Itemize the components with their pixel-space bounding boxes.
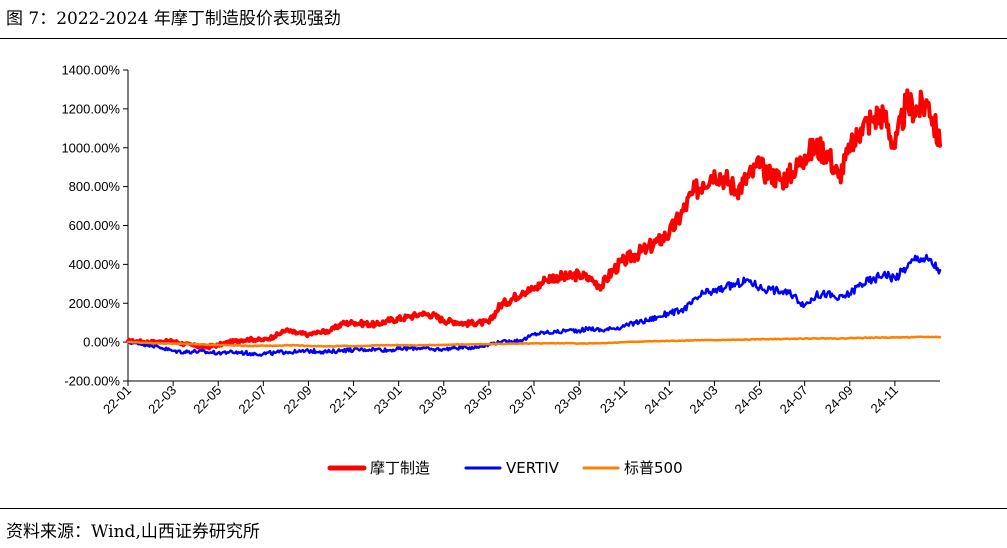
legend-label: VERTIV: [506, 459, 560, 477]
bottom-rule: [0, 508, 1007, 509]
legend: 摩丁制造 VERTIV 标普500: [327, 459, 683, 477]
x-tick-label: 22-07: [235, 383, 269, 417]
x-tick-label: 22-09: [280, 383, 314, 417]
series-line-3: [126, 335, 942, 348]
x-tick-label: 23-05: [461, 383, 495, 417]
x-tick-label: 24-03: [686, 383, 720, 417]
y-tick-label: 1000.00%: [61, 140, 120, 155]
y-axis: -200.00% 0.00% 200.00% 400.00% 600.00% 800.00…: [61, 63, 129, 389]
y-tick-label: 200.00%: [69, 296, 121, 311]
x-tick-label: 23-03: [416, 383, 450, 417]
x-tick-label: 24-11: [868, 383, 901, 416]
source-note: 资料来源：Wind,山西证券研究所: [6, 522, 260, 542]
y-tick-label: 1200.00%: [61, 101, 120, 116]
series-line-1: [126, 88, 942, 351]
y-tick-label: 800.00%: [69, 179, 121, 194]
x-axis: 22-01 22-03 22-05 22-07 22-09 22-11 23-01 23-03…: [100, 380, 940, 417]
series-lines: [126, 88, 942, 357]
x-tick-label: 24-05: [732, 383, 766, 417]
x-tick-label: 22-03: [145, 383, 179, 417]
legend-label: 摩丁制造: [370, 459, 430, 477]
x-tick-label: 23-11: [597, 383, 630, 416]
figure-title: 图 7：2022-2024 年摩丁制造股价表现强劲: [6, 9, 341, 29]
x-tick-label: 22-11: [326, 383, 359, 416]
x-tick-label: 24-01: [641, 383, 675, 417]
x-tick-label: 24-09: [822, 383, 856, 417]
x-tick-label: 23-01: [371, 383, 405, 417]
y-tick-label: 400.00%: [69, 257, 121, 272]
y-tick-label: 1400.00%: [61, 63, 120, 78]
y-tick-label: 0.00%: [83, 335, 120, 350]
top-rule: [0, 38, 1007, 39]
series-line-2: [126, 253, 942, 357]
x-tick-label: 23-09: [551, 383, 585, 417]
line-chart: -200.00% 0.00% 200.00% 400.00% 600.00% 800.00…: [61, 63, 942, 477]
legend-label: 标普500: [624, 459, 683, 477]
x-tick-label: 24-07: [777, 383, 811, 417]
x-tick-label: 23-07: [506, 383, 540, 417]
y-tick-label: -200.00%: [64, 374, 120, 389]
x-tick-label: 22-05: [190, 383, 224, 417]
y-tick-label: 600.00%: [69, 218, 121, 233]
